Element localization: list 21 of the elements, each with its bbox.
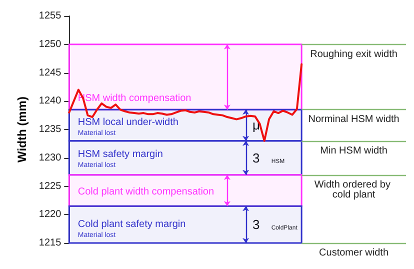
annotation: μ: [252, 118, 260, 133]
y-tick-label: 1230: [38, 152, 62, 164]
y-tick-label: 1235: [38, 124, 62, 135]
y-tick-label: 1250: [38, 38, 62, 50]
line-series: [68, 63, 303, 142]
y-tick-label: 1225: [38, 180, 62, 192]
ref-line-label: Customer width: [319, 248, 389, 258]
band-label: Cold plant width compensation: [78, 186, 214, 198]
ref-line-label: Min HSM width: [320, 145, 388, 156]
y-axis-title: Width (mm): [15, 96, 29, 162]
band-label: HSM safety margin: [78, 148, 163, 160]
band-label: HSM local under-width: [78, 117, 178, 128]
y-tick-label: 1240: [38, 96, 62, 107]
y-tick-label: 1255: [38, 10, 62, 22]
ref-line-label: Width ordered by cold plant: [314, 179, 394, 200]
ref-line-label: Roughing exit width: [310, 48, 398, 60]
y-tick-label: 1220: [38, 209, 62, 220]
ref-line-label: Norminal HSM width: [308, 114, 400, 126]
band-label: Cold plant safety margin: [78, 219, 186, 230]
y-tick-label: 1245: [38, 67, 62, 78]
y-tick-label: 1215: [38, 238, 62, 248]
